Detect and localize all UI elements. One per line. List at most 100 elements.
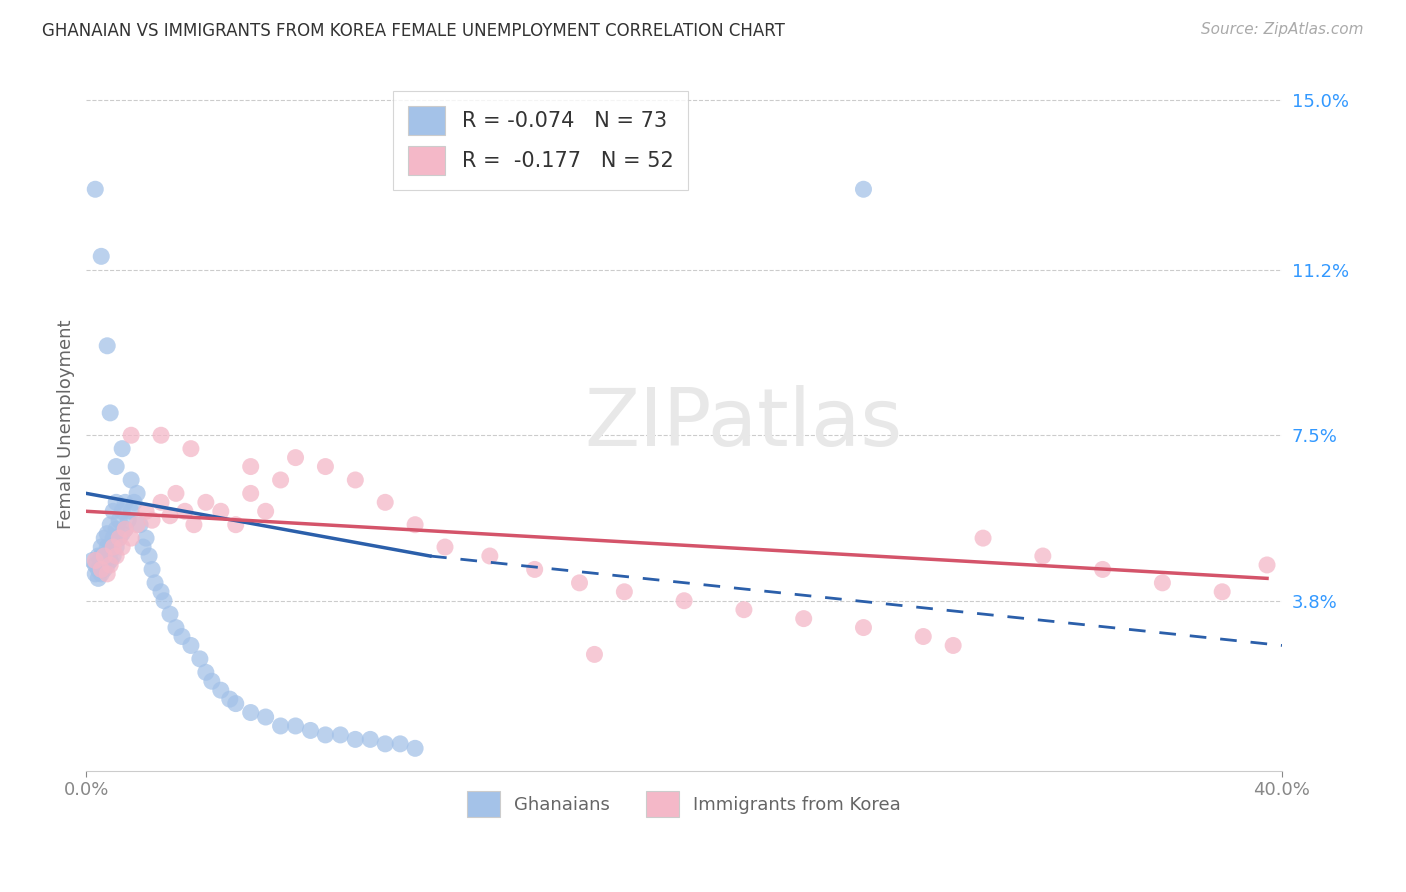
Point	[150, 495, 173, 509]
Point	[194, 495, 217, 509]
Point	[793, 612, 815, 626]
Point	[111, 504, 134, 518]
Point	[1032, 549, 1054, 563]
Point	[170, 630, 193, 644]
Point	[150, 428, 173, 442]
Point	[183, 517, 205, 532]
Point	[389, 737, 412, 751]
Point	[105, 522, 128, 536]
Point	[111, 526, 134, 541]
Point	[141, 513, 163, 527]
Point	[108, 513, 131, 527]
Point	[344, 732, 367, 747]
Point	[90, 562, 112, 576]
Point	[225, 517, 247, 532]
Point	[270, 473, 292, 487]
Point	[209, 504, 232, 518]
Point	[143, 575, 166, 590]
Point	[180, 442, 202, 456]
Point	[98, 553, 121, 567]
Point	[96, 526, 118, 541]
Point	[523, 562, 546, 576]
Point	[135, 504, 157, 518]
Text: GHANAIAN VS IMMIGRANTS FROM KOREA FEMALE UNEMPLOYMENT CORRELATION CHART: GHANAIAN VS IMMIGRANTS FROM KOREA FEMALE…	[42, 22, 785, 40]
Point	[239, 459, 262, 474]
Point	[374, 737, 396, 751]
Point	[90, 540, 112, 554]
Point	[108, 531, 131, 545]
Point	[93, 531, 115, 545]
Point	[122, 495, 145, 509]
Point	[942, 639, 965, 653]
Point	[165, 486, 187, 500]
Point	[314, 459, 336, 474]
Point	[329, 728, 352, 742]
Point	[180, 639, 202, 653]
Point	[98, 517, 121, 532]
Y-axis label: Female Unemployment: Female Unemployment	[58, 319, 75, 529]
Point	[96, 339, 118, 353]
Point	[478, 549, 501, 563]
Point	[209, 683, 232, 698]
Point	[93, 549, 115, 563]
Point	[150, 584, 173, 599]
Point	[1211, 584, 1233, 599]
Point	[114, 495, 136, 509]
Point	[90, 558, 112, 572]
Point	[174, 504, 197, 518]
Point	[105, 459, 128, 474]
Point	[972, 531, 994, 545]
Point	[103, 504, 125, 518]
Point	[98, 558, 121, 572]
Point	[299, 723, 322, 738]
Point	[120, 428, 142, 442]
Point	[114, 522, 136, 536]
Point	[359, 732, 381, 747]
Point	[135, 531, 157, 545]
Point	[105, 540, 128, 554]
Point	[103, 531, 125, 545]
Point	[141, 562, 163, 576]
Point	[194, 665, 217, 680]
Point	[404, 741, 426, 756]
Point	[1091, 562, 1114, 576]
Point	[84, 566, 107, 581]
Text: Source: ZipAtlas.com: Source: ZipAtlas.com	[1201, 22, 1364, 37]
Point	[84, 558, 107, 572]
Point	[270, 719, 292, 733]
Point	[314, 728, 336, 742]
Point	[105, 549, 128, 563]
Point	[96, 566, 118, 581]
Point	[90, 249, 112, 263]
Point	[159, 607, 181, 622]
Point	[254, 504, 277, 518]
Point	[114, 522, 136, 536]
Point	[111, 442, 134, 456]
Point	[84, 553, 107, 567]
Point	[96, 540, 118, 554]
Point	[852, 621, 875, 635]
Point	[96, 558, 118, 572]
Legend: Ghanaians, Immigrants from Korea: Ghanaians, Immigrants from Korea	[460, 784, 908, 824]
Point	[165, 621, 187, 635]
Point	[852, 182, 875, 196]
Point	[93, 553, 115, 567]
Point	[568, 575, 591, 590]
Point	[90, 566, 112, 581]
Point	[1152, 575, 1174, 590]
Point	[111, 540, 134, 554]
Point	[108, 531, 131, 545]
Point	[120, 531, 142, 545]
Point	[218, 692, 240, 706]
Point	[673, 593, 696, 607]
Point	[87, 571, 110, 585]
Point	[239, 486, 262, 500]
Point	[138, 549, 160, 563]
Text: ZIPatlas: ZIPatlas	[585, 385, 903, 463]
Point	[159, 508, 181, 523]
Point	[132, 540, 155, 554]
Point	[239, 706, 262, 720]
Point	[613, 584, 636, 599]
Point	[120, 473, 142, 487]
Point	[284, 719, 307, 733]
